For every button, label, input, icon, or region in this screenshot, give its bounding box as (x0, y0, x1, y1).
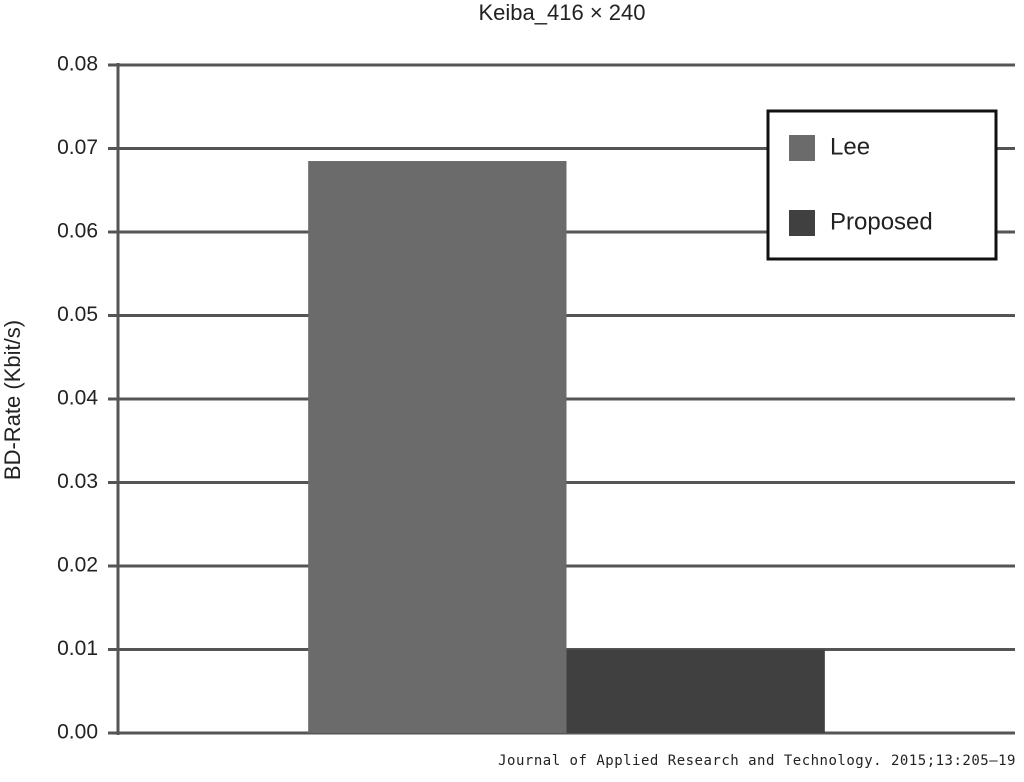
y-tick-label: 0.07 (57, 136, 98, 159)
footer: Journal of Applied Research and Technolo… (498, 753, 1016, 769)
legend-swatch (789, 135, 815, 161)
legend-label: Lee (830, 133, 870, 160)
y-tick-label: 0.02 (57, 554, 98, 577)
y-tick-label: 0.06 (57, 220, 98, 243)
y-tick-label: 0.04 (57, 387, 98, 410)
y-tick-label: 0.08 (57, 53, 98, 76)
legend-swatch (789, 210, 815, 236)
y-tick-label: 0.03 (57, 470, 98, 493)
legend-label: Proposed (830, 208, 933, 235)
bar (566, 649, 825, 733)
chart-title: Keiba_416 × 240 (479, 0, 646, 25)
bar (308, 161, 567, 733)
y-tick-label: 0.05 (57, 303, 98, 326)
y-axis-label: BD-Rate (Kbit/s) (0, 320, 25, 480)
y-tick-label: 0.00 (57, 721, 98, 744)
legend-box (766, 109, 998, 261)
y-tick-label: 0.01 (57, 637, 98, 660)
